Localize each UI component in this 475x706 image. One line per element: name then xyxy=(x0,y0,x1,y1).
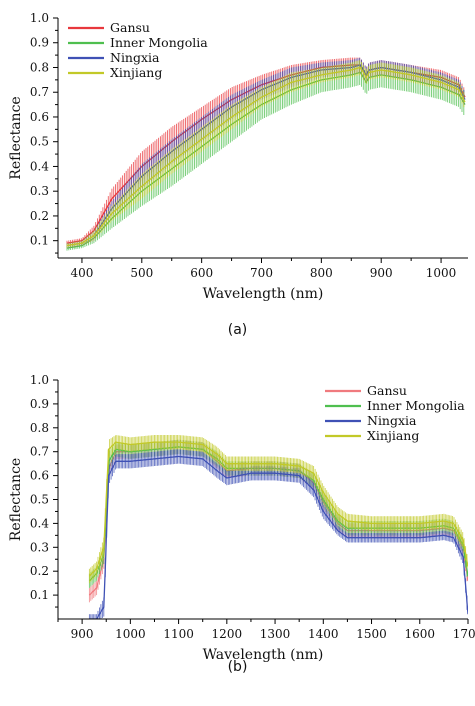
y-tick-label: 0.2 xyxy=(30,209,49,223)
x-tick-label: 1300 xyxy=(260,627,291,641)
x-axis-title: Wavelength (nm) xyxy=(203,286,324,302)
y-axis-title: Reflectance xyxy=(8,96,24,179)
y-tick-label: 0.9 xyxy=(30,397,49,411)
y-tick-label: 0.3 xyxy=(30,184,49,198)
legend-label: Xinjiang xyxy=(367,428,419,443)
y-tick-label: 0.2 xyxy=(30,564,49,578)
chart-panel-a: 400 500 600 700 800 900 1000 0.1 0.2 0.3 0.4 0.5 0.6… xyxy=(0,0,475,352)
x-axis-title: Wavelength (nm) xyxy=(203,647,324,663)
x-tick-label: 1500 xyxy=(356,627,387,641)
series-ningxia xyxy=(88,449,468,619)
legend-label: Gansu xyxy=(367,383,407,398)
legend-label: Inner Mongolia xyxy=(110,35,208,50)
y-tick-label: 0.6 xyxy=(30,469,49,483)
panel-label-b: (b) xyxy=(227,659,248,675)
series-line xyxy=(89,455,468,619)
y-tick-label: 0.9 xyxy=(30,36,49,50)
legend-label: Gansu xyxy=(110,20,150,35)
series-line xyxy=(66,66,466,247)
chart-a-svg: 400 500 600 700 800 900 1000 0.1 0.2 0.3 0.4 0.5 0.6… xyxy=(8,11,468,302)
series-xinjiang xyxy=(66,60,466,249)
y-tick-label: 1.0 xyxy=(30,11,49,25)
x-tick-label: 900 xyxy=(370,266,393,280)
panel-label-a: (a) xyxy=(227,322,248,338)
x-tick-label: 1000 xyxy=(426,266,457,280)
series-xinjiang xyxy=(88,435,468,584)
y-tick-label: 0.8 xyxy=(30,60,49,74)
x-tick-label: 600 xyxy=(190,266,213,280)
series-line xyxy=(88,441,468,577)
y-tick-label: 0.6 xyxy=(30,110,49,124)
y-tick-label: 0.5 xyxy=(30,493,49,507)
y-tick-label: 0.7 xyxy=(30,85,49,99)
x-tick-label: 400 xyxy=(70,266,93,280)
plot-area xyxy=(66,57,466,251)
y-tick-label: 0.3 xyxy=(30,540,49,554)
x-tick-label: 500 xyxy=(130,266,153,280)
y-axis-title: Reflectance xyxy=(8,458,24,541)
y-tick-label: 0.1 xyxy=(30,234,49,248)
x-tick-label: 800 xyxy=(310,266,333,280)
y-tick-label: 0.4 xyxy=(30,159,49,173)
legend-label: Ningxia xyxy=(367,413,417,428)
plot-area xyxy=(88,435,468,619)
y-tick-label: 0.8 xyxy=(30,421,49,435)
x-tick-label: 1100 xyxy=(163,627,194,641)
x-tick-label: 900 xyxy=(71,627,94,641)
y-tick-label: 0.5 xyxy=(30,135,49,149)
y-tick-label: 1.0 xyxy=(30,373,49,387)
x-tick-label: 1200 xyxy=(212,627,243,641)
y-tick-label: 0.4 xyxy=(30,516,49,530)
x-tick-label: 1400 xyxy=(308,627,339,641)
y-tick-label: 0.7 xyxy=(30,445,49,459)
x-tick-label: 700 xyxy=(250,266,273,280)
legend-label: Xinjiang xyxy=(110,65,162,80)
y-tick-label: 0.1 xyxy=(30,588,49,602)
legend-label: Ningxia xyxy=(110,50,160,65)
x-tick-label: 1600 xyxy=(404,627,435,641)
x-tick-label: 1000 xyxy=(115,627,146,641)
legend-label: Inner Mongolia xyxy=(367,398,465,413)
